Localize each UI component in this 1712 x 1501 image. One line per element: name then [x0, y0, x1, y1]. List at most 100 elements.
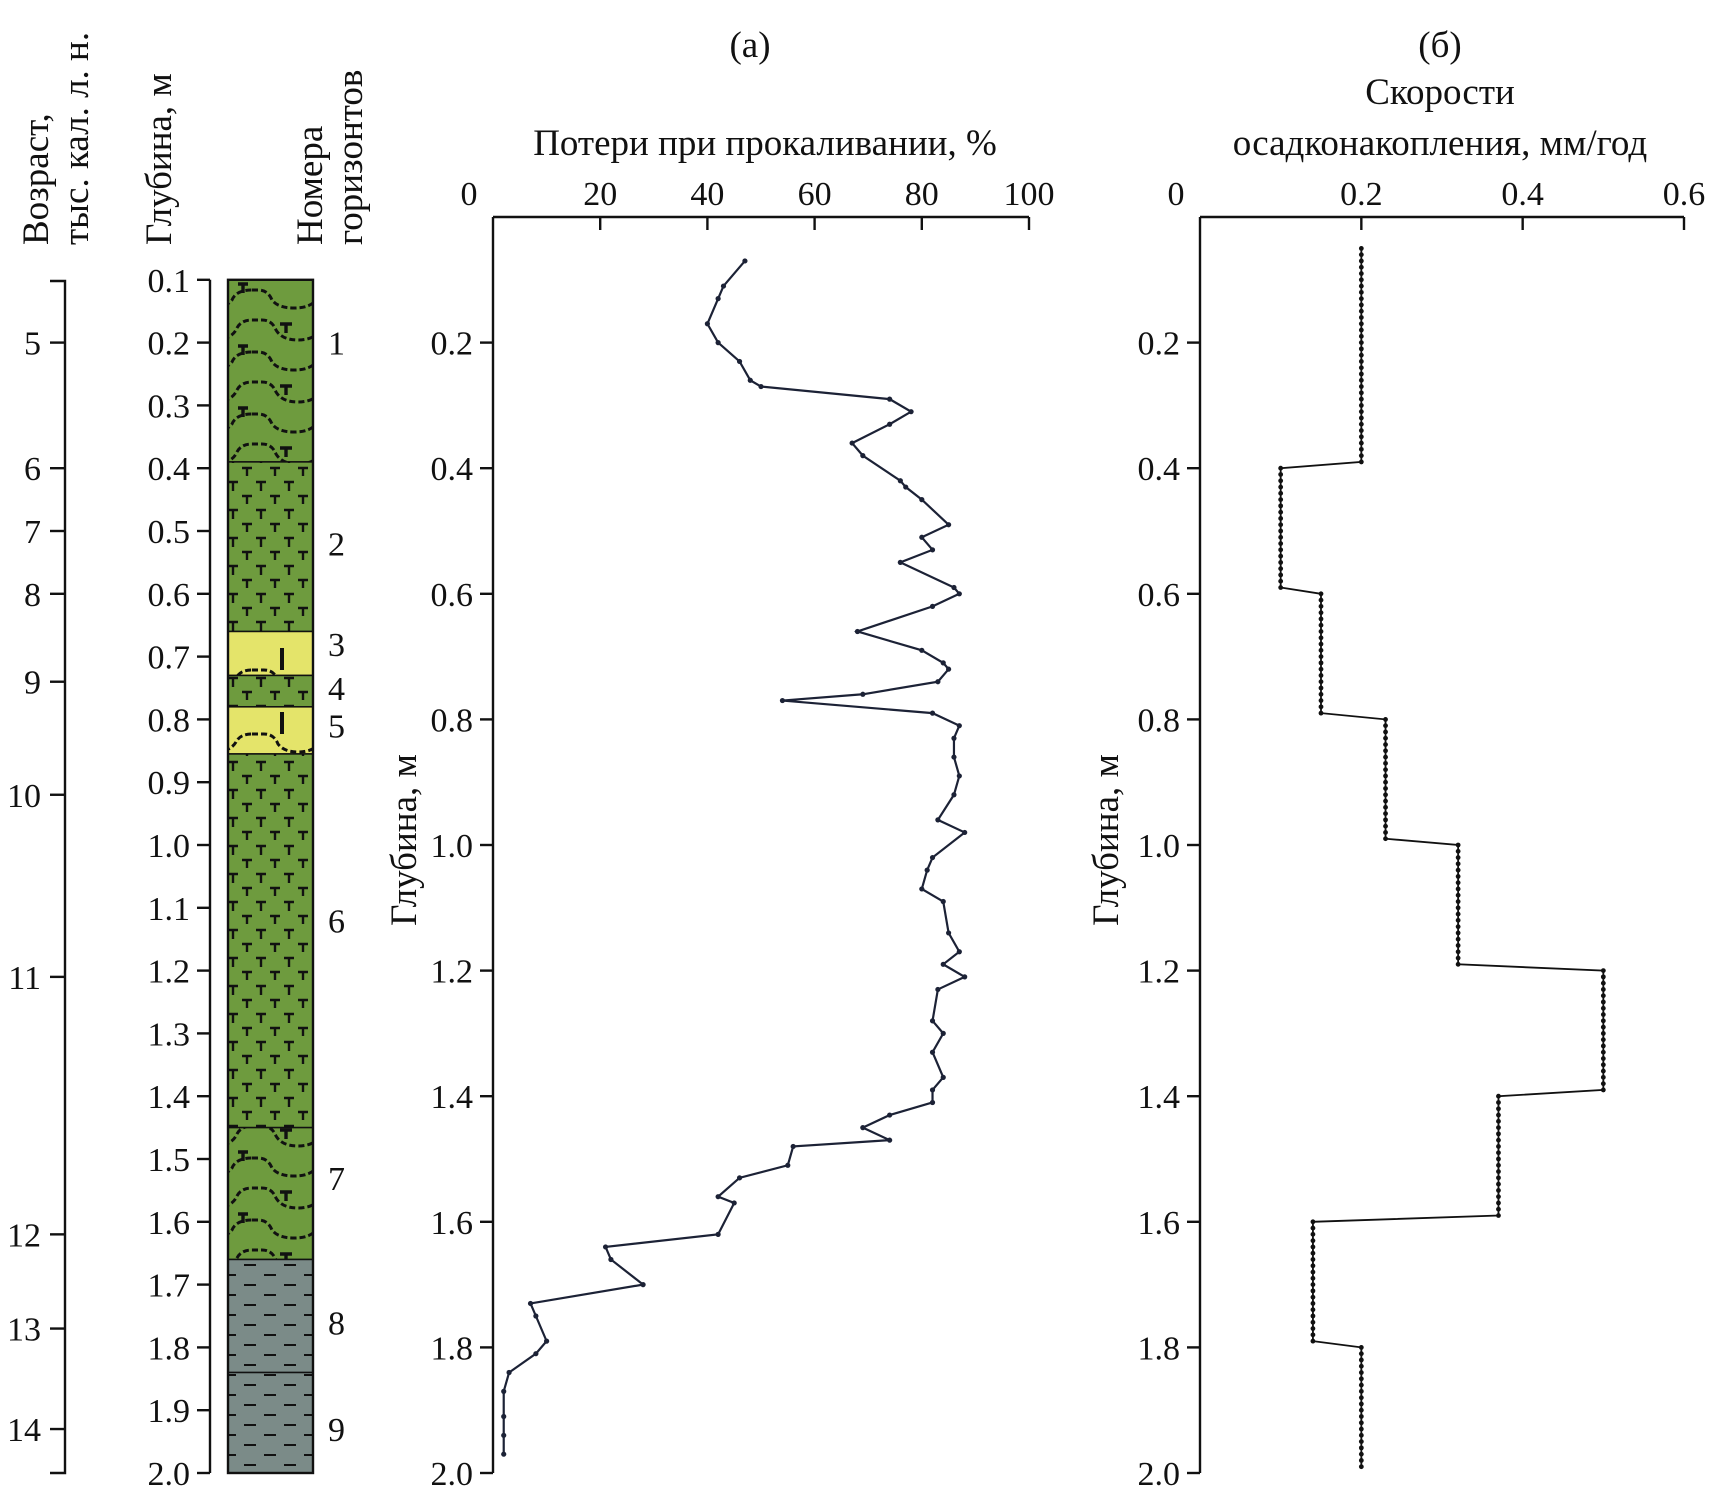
panel-b-point — [1318, 641, 1324, 647]
panel-b-point — [1358, 1382, 1364, 1388]
panel-a-point — [544, 1338, 550, 1344]
panel-b-point — [1278, 578, 1284, 584]
panel-b-point — [1455, 861, 1461, 867]
age-tick-label: 11 — [8, 960, 41, 997]
age-tick-label: 6 — [24, 451, 41, 488]
panel-b-point — [1383, 767, 1388, 773]
panel-b-point — [1600, 1012, 1606, 1017]
panel-a-x-tick-label: 20 — [583, 176, 617, 213]
panel-b-y-tick-label: 0.4 — [1138, 451, 1181, 488]
panel-b-point — [1496, 1156, 1501, 1162]
panel-a-point — [506, 1369, 512, 1376]
panel-b-point — [1358, 415, 1364, 421]
panel-b-point — [1318, 660, 1324, 666]
panel-b-point — [1496, 1131, 1501, 1137]
panel-b-point — [1358, 359, 1364, 364]
panel-a-point — [940, 660, 946, 666]
panel-b-point — [1455, 917, 1461, 923]
panel-b-point — [1600, 974, 1606, 980]
panel-b-ylabel: Глубина, м — [1086, 754, 1127, 926]
panel-b-point — [1310, 1275, 1316, 1281]
panel-b-title-line-1: Скорости — [1365, 72, 1515, 113]
panel-b-point — [1358, 390, 1364, 396]
panel-b-point — [1600, 1043, 1606, 1049]
panel-b-point — [1358, 1388, 1364, 1394]
panel-b-point — [1383, 836, 1388, 842]
panel-b-point — [1383, 798, 1388, 804]
panel-b-y-tick-label: 1.0 — [1138, 828, 1181, 865]
panel-b-point — [1358, 258, 1364, 264]
panel-b-point — [1455, 899, 1461, 904]
panel-b-point — [1358, 302, 1364, 308]
panel-b-point — [1455, 943, 1461, 948]
panel-b-point — [1358, 377, 1364, 383]
panel-b-y-tick-label: 1.8 — [1138, 1330, 1181, 1367]
age-tick-label: 10 — [7, 778, 41, 815]
panel-a-point — [951, 792, 957, 798]
horizon-2-label: 2 — [328, 527, 345, 564]
panel-b-point — [1600, 1074, 1606, 1080]
horizon-7-label: 7 — [328, 1161, 345, 1198]
age-tick-label: 9 — [24, 665, 41, 702]
age-tick-label: 13 — [7, 1312, 41, 1349]
panel-b-point — [1358, 289, 1364, 295]
panel-a: (а) Потери при прокаливании, % Глубина, … — [384, 25, 1055, 1493]
panel-a-point — [731, 1200, 737, 1206]
panel-b-point — [1318, 691, 1324, 697]
panel-b-point — [1455, 848, 1461, 854]
panel-b-point — [1383, 742, 1388, 747]
panel-b-point — [1496, 1150, 1501, 1156]
panel-b-point — [1600, 999, 1606, 1005]
column-headers: Возраст, тыс. кал. л. н. Глубина, м Номе… — [16, 32, 371, 245]
panel-b-point — [1455, 842, 1461, 848]
panel-b-point — [1358, 409, 1364, 415]
age-tick-label: 14 — [7, 1412, 41, 1449]
panel-b-point — [1310, 1288, 1316, 1294]
horizon-4-label: 4 — [328, 671, 345, 708]
panel-b-point — [1383, 830, 1388, 835]
panel-b-point — [1358, 1458, 1364, 1463]
panel-b-point — [1278, 503, 1284, 509]
panel-b-point — [1358, 403, 1364, 408]
horizon-9-layer — [227, 1371, 314, 1474]
panel-b-point — [1358, 440, 1364, 446]
panel-a-point — [640, 1282, 646, 1288]
panel-b-point — [1358, 246, 1364, 251]
horizon-5-layer — [227, 706, 314, 755]
panel-b-label: (б) — [1418, 25, 1461, 66]
panel-b-point — [1358, 446, 1364, 452]
panel-b-point — [1318, 629, 1324, 634]
panel-b-point — [1310, 1219, 1316, 1225]
panel-b-point — [1358, 277, 1364, 283]
horizon-7-layer — [227, 1126, 314, 1261]
panel-b-point — [1278, 465, 1284, 471]
panel-a-title: Потери при прокаливании, % — [533, 123, 997, 164]
depth-column-tick-label: 1.3 — [148, 1016, 191, 1053]
panel-b-x-tick-label: 0 — [1168, 176, 1185, 213]
panel-b-point — [1358, 1407, 1364, 1413]
panel-a-x-tick-label: 0 — [461, 176, 478, 213]
panel-b-point — [1455, 880, 1461, 886]
panel-b-point — [1383, 760, 1388, 766]
panel-b-x-tick-label: 0.6 — [1663, 176, 1706, 213]
panel-b-point — [1383, 723, 1388, 729]
panel-a-point — [919, 647, 925, 653]
panel-a-point — [924, 867, 930, 873]
panel-b-y-tick-label: 1.2 — [1138, 954, 1181, 991]
panel-b-point — [1383, 792, 1388, 798]
depth-column-tick-label: 2.0 — [148, 1456, 191, 1493]
panel-b-point — [1318, 698, 1324, 703]
depth-column-tick-label: 1.8 — [148, 1330, 191, 1367]
panel-b-point — [1383, 748, 1388, 754]
panel-b-point — [1310, 1244, 1316, 1250]
panel-b-point — [1383, 754, 1388, 760]
panel-a-point — [715, 1231, 721, 1237]
panel-b-point — [1496, 1169, 1501, 1174]
panel-b-y-tick-label: 2.0 — [1138, 1456, 1181, 1493]
panel-a-point — [887, 421, 893, 427]
horizon-8-layer — [227, 1258, 314, 1374]
horizon-1-layer — [227, 279, 314, 463]
panel-b-point — [1383, 729, 1388, 735]
panel-a-point — [887, 1112, 893, 1118]
panel-b-point — [1358, 459, 1364, 465]
